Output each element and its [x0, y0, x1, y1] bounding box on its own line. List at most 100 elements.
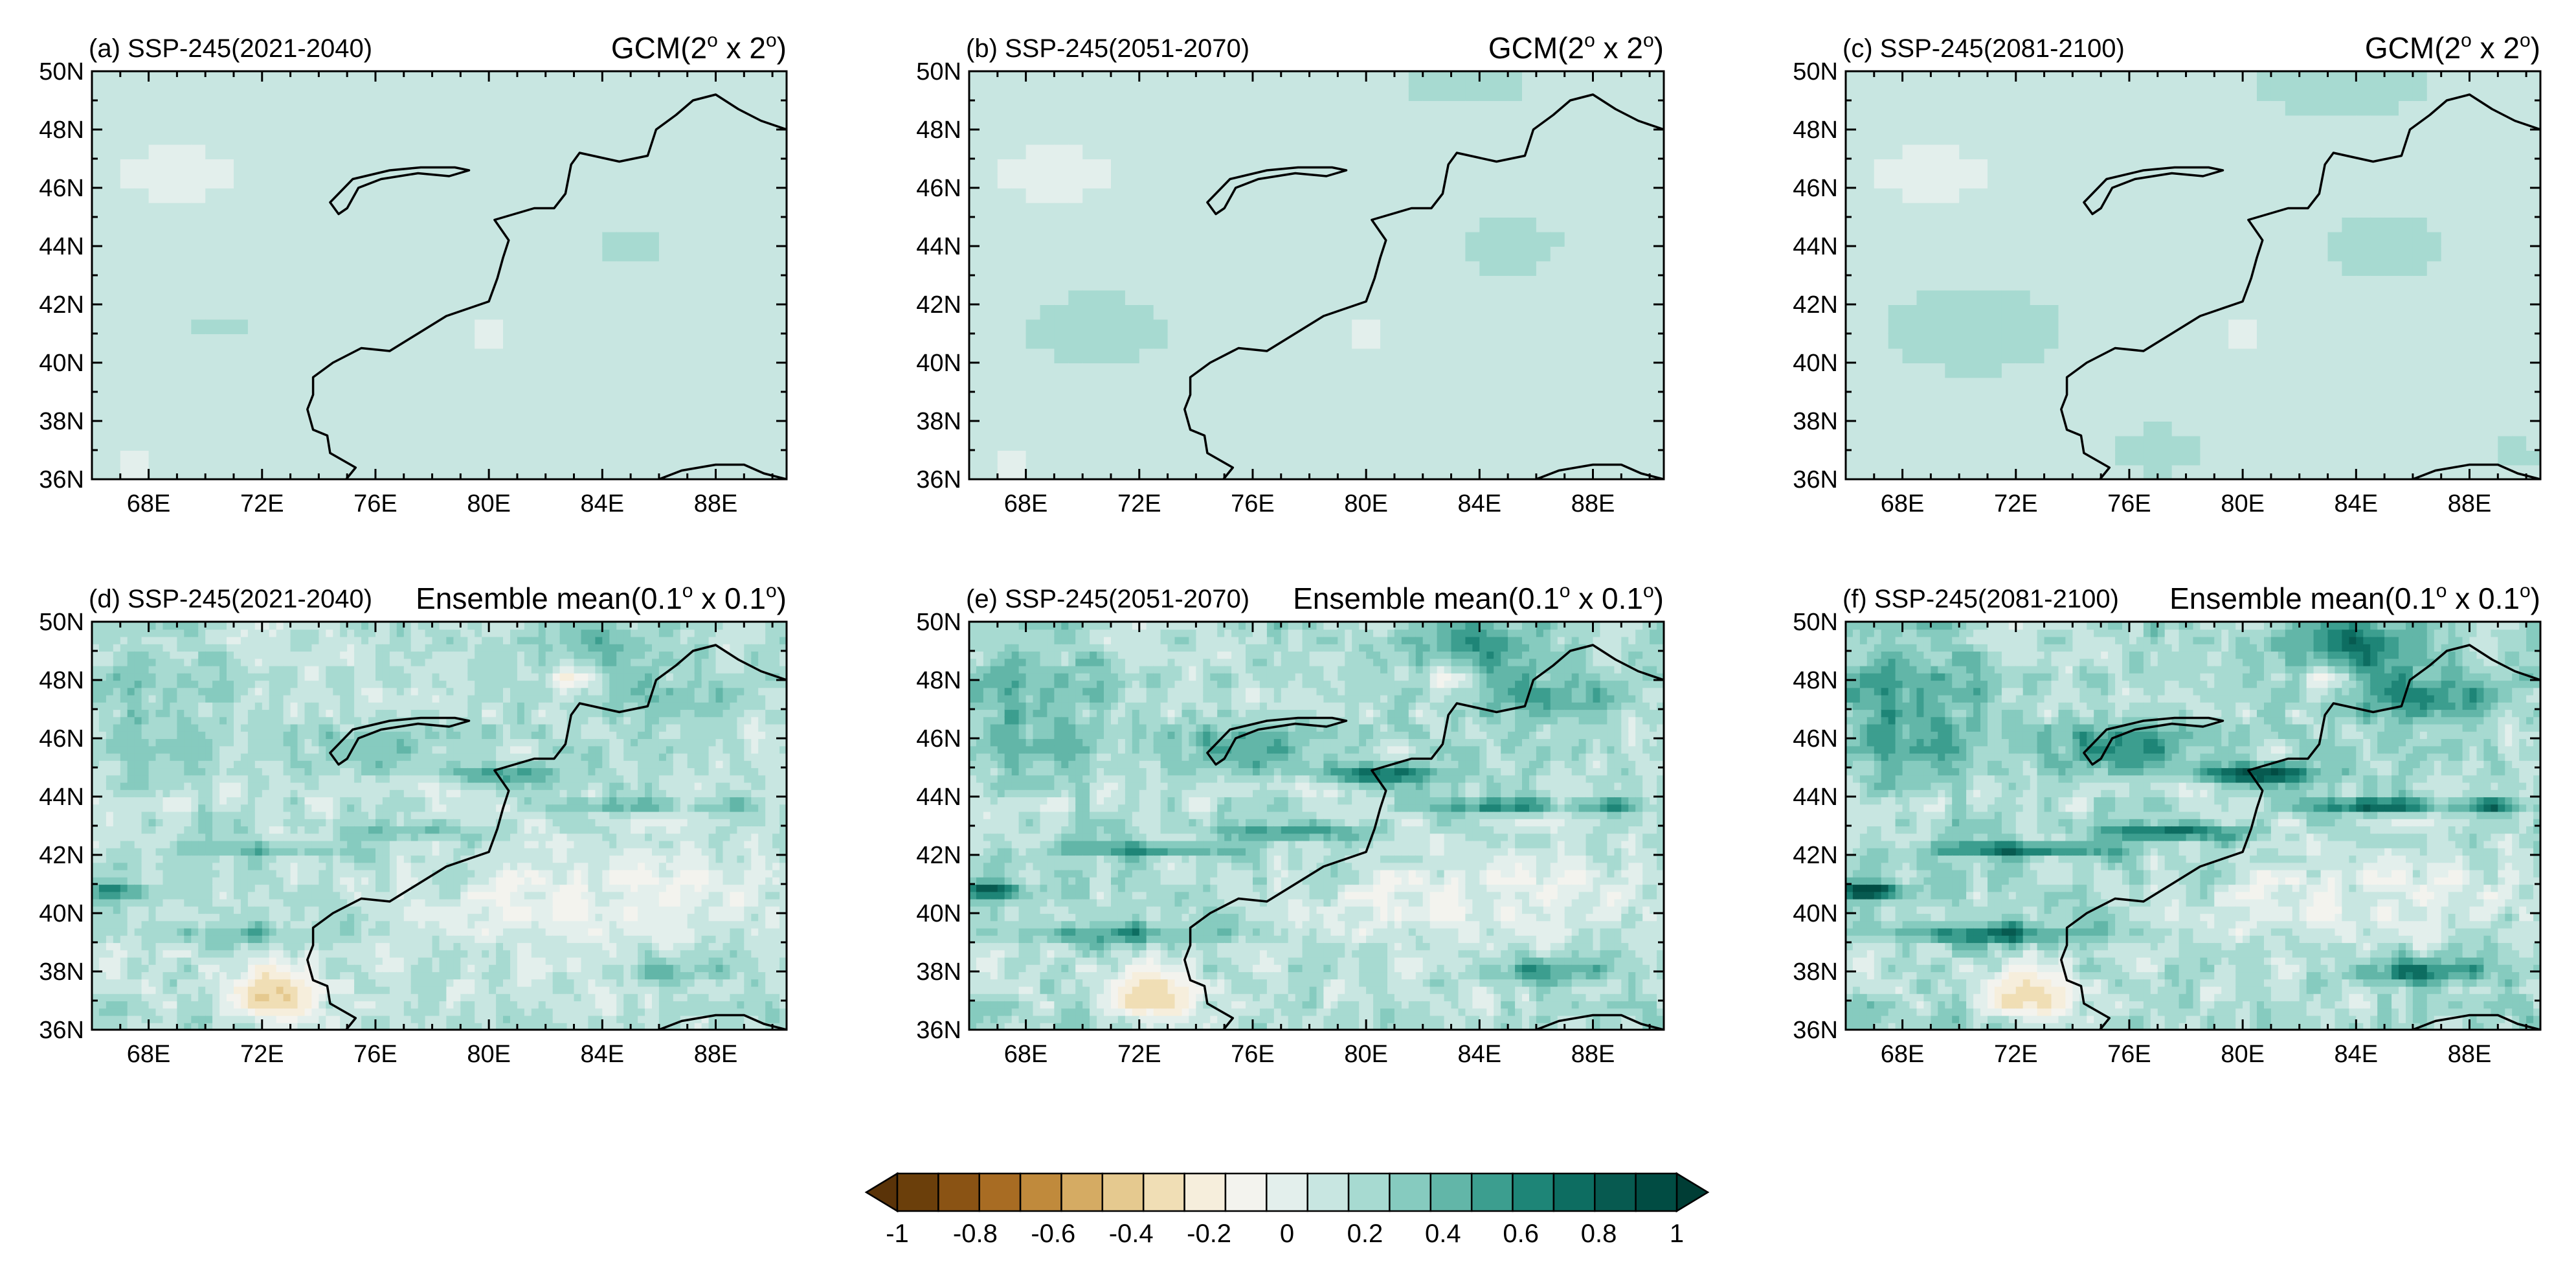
- south-border-line: [658, 1014, 787, 1030]
- lon-tick-label: 72E: [1117, 1041, 1161, 1068]
- lon-tick-label: 84E: [581, 490, 625, 517]
- south-border-line: [2412, 463, 2540, 479]
- map-panel-e: 50N 48N 46N 44N 42N 40N 38N 36N 68E 72E 76E 80E 84E 8…: [916, 580, 1665, 1068]
- lon-tick-label: 80E: [2221, 1041, 2265, 1068]
- colorbar-label: 0: [1280, 1219, 1294, 1248]
- lon-tick-label: 84E: [2335, 1041, 2379, 1068]
- colorbar: -1 -0.8 -0.6 -0.4 -0.2 0 0.2 0.4 0.6 0.8 1: [864, 1172, 1710, 1248]
- panel-title-d: (d) SSP-245(2021-2040): [89, 585, 372, 613]
- colorbar-min-arrow: [864, 1172, 899, 1213]
- lat-tick-label: 42N: [39, 842, 84, 869]
- panel-source-f: Ensemble mean(0.1o x 0.1o): [2169, 580, 2540, 615]
- lake-outline: [329, 166, 471, 216]
- lat-tick-label: 36N: [916, 466, 961, 493]
- south-border-line: [1536, 463, 1664, 479]
- lat-tick-label: 46N: [1793, 725, 1838, 753]
- lon-tick-label: 88E: [1571, 490, 1615, 517]
- lat-tick-label: 44N: [39, 233, 84, 260]
- lake-outline: [329, 716, 471, 766]
- colorbar-swatch: [1429, 1172, 1473, 1212]
- colorbar-swatch: [1347, 1172, 1391, 1212]
- lat-tick-label: 42N: [1793, 291, 1838, 319]
- colorbar-swatch: [1224, 1172, 1268, 1212]
- panel-title-a: (a) SSP-245(2021-2040): [89, 34, 372, 63]
- lon-tick-label: 88E: [1571, 1041, 1615, 1068]
- lake-outline: [1206, 716, 1348, 766]
- lon-tick-label: 84E: [581, 1041, 625, 1068]
- colorbar-swatch: [1470, 1172, 1514, 1212]
- lon-tick-label: 72E: [1994, 1041, 2038, 1068]
- lat-tick-label: 36N: [39, 466, 84, 493]
- lon-tick-label: 80E: [1344, 490, 1388, 517]
- colorbar-label: 0.8: [1581, 1219, 1617, 1248]
- lat-tick-label: 44N: [39, 784, 84, 811]
- lat-tick-label: 50N: [39, 609, 84, 636]
- south-border-line: [658, 463, 787, 479]
- colorbar-label: 0.2: [1347, 1219, 1383, 1248]
- country-border-line: [1183, 93, 1664, 479]
- lat-tick-label: 40N: [39, 350, 84, 377]
- panel-title-f: (f) SSP-245(2081-2100): [1842, 585, 2119, 613]
- colorbar-swatch: [1142, 1172, 1185, 1212]
- panel-source-a: GCM(2o x 2o): [611, 30, 787, 65]
- lon-tick-label: 84E: [2335, 490, 2379, 517]
- map-panel-a: 50N 48N 46N 44N 42N 40N 38N 36N 68E 72E 76E 80E 84E 8…: [39, 30, 788, 517]
- field-e: [969, 622, 1664, 1030]
- lon-tick-label: 72E: [1994, 490, 2038, 517]
- lon-tick-label: 72E: [240, 490, 284, 517]
- lon-tick-label: 72E: [240, 1041, 284, 1068]
- map-panel-c: 50N 48N 46N 44N 42N 40N 38N 36N 68E 72E 76E 80E 84E 8…: [1793, 30, 2542, 517]
- country-border-line: [2060, 93, 2540, 479]
- panel-title-b: (b) SSP-245(2051-2070): [966, 34, 1249, 63]
- lon-tick-label: 76E: [2107, 1041, 2151, 1068]
- lon-tick-label: 68E: [1881, 1041, 1925, 1068]
- lon-tick-label: 76E: [353, 1041, 398, 1068]
- colorbar-label: 0.4: [1425, 1219, 1461, 1248]
- map-panel-b: 50N 48N 46N 44N 42N 40N 38N 36N 68E 72E 76E 80E 84E 8…: [916, 30, 1665, 517]
- colorbar-swatch: [1389, 1172, 1432, 1212]
- colorbar-swatch: [1552, 1172, 1596, 1212]
- panel-source-d: Ensemble mean(0.1o x 0.1o): [416, 580, 787, 615]
- lon-tick-label: 80E: [467, 490, 511, 517]
- colorbar-swatch: [978, 1172, 1022, 1212]
- lat-tick-label: 40N: [916, 350, 961, 377]
- colorbar-label: -0.8: [953, 1219, 998, 1248]
- field-b: [969, 71, 1664, 479]
- lat-tick-label: 42N: [916, 842, 961, 869]
- lon-tick-label: 88E: [2448, 1041, 2492, 1068]
- lon-tick-label: 84E: [1458, 1041, 1502, 1068]
- lat-tick-label: 44N: [1793, 233, 1838, 260]
- panels-group: 50N 48N 46N 44N 42N 40N 38N 36N 68E 72E 76E 80E 84E 8…: [39, 30, 2542, 1068]
- lon-tick-label: 76E: [1231, 1041, 1275, 1068]
- lat-tick-label: 38N: [1793, 408, 1838, 435]
- lat-tick-label: 42N: [1793, 842, 1838, 869]
- lat-tick-label: 48N: [1793, 117, 1838, 144]
- lat-tick-label: 36N: [916, 1017, 961, 1044]
- lat-tick-label: 48N: [916, 117, 961, 144]
- lat-tick-label: 50N: [1793, 609, 1838, 636]
- lat-tick-label: 40N: [916, 900, 961, 927]
- panel-source-e: Ensemble mean(0.1o x 0.1o): [1293, 580, 1664, 615]
- field-f: [1846, 622, 2540, 1030]
- lat-tick-label: 38N: [1793, 958, 1838, 986]
- panel-source-b: GCM(2o x 2o): [1488, 30, 1664, 65]
- lat-tick-label: 36N: [1793, 1017, 1838, 1044]
- lon-tick-label: 80E: [1344, 1041, 1388, 1068]
- colorbar-swatch: [1266, 1172, 1308, 1212]
- lat-tick-label: 38N: [39, 958, 84, 986]
- panel-source-c: GCM(2o x 2o): [2365, 30, 2540, 65]
- lake-outline: [2083, 166, 2224, 216]
- colorbar-label: -0.6: [1031, 1219, 1075, 1248]
- lat-tick-label: 42N: [39, 291, 84, 319]
- lat-tick-label: 48N: [39, 117, 84, 144]
- lon-tick-label: 68E: [127, 490, 171, 517]
- south-border-line: [1536, 1014, 1664, 1030]
- lon-tick-label: 76E: [1231, 490, 1275, 517]
- panel-title-c: (c) SSP-245(2081-2100): [1842, 34, 2125, 63]
- lat-tick-label: 48N: [1793, 667, 1838, 694]
- lon-tick-label: 88E: [2448, 490, 2492, 517]
- colorbar-swatch: [1635, 1172, 1678, 1212]
- lon-tick-label: 84E: [1458, 490, 1502, 517]
- lat-tick-label: 38N: [39, 408, 84, 435]
